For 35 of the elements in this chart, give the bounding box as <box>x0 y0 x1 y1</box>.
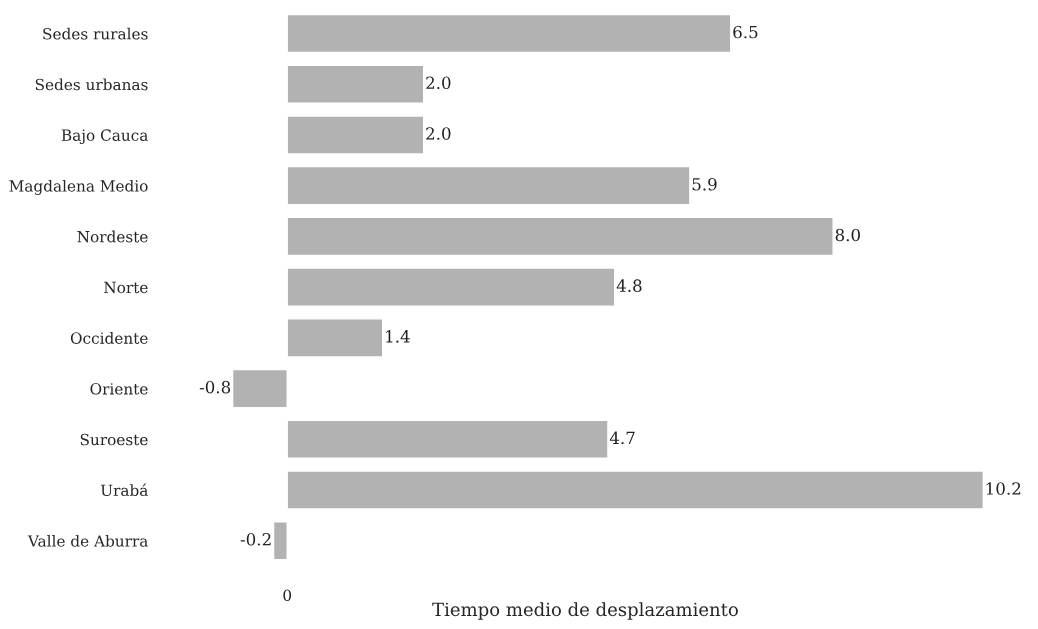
data-label: -0.2 <box>240 532 271 546</box>
y-tick-label: Sedes urbanas <box>35 78 148 91</box>
data-label: 6.5 <box>733 25 758 39</box>
bar <box>286 318 384 358</box>
y-tick-label: Magdalena Medio <box>9 179 148 195</box>
y-tick-label: Occidente <box>70 332 148 344</box>
data-label: -0.8 <box>199 380 231 394</box>
y-tick-label: Nordeste <box>77 230 148 243</box>
y-tick-label: Bajo Cauca <box>61 129 148 145</box>
y-tick-label: Oriente <box>90 383 148 395</box>
bar <box>286 165 691 206</box>
bar <box>286 267 616 307</box>
data-label: 2.0 <box>426 127 451 140</box>
data-label: 8.0 <box>835 228 860 242</box>
data-label: 4.7 <box>609 431 635 445</box>
data-label: 2.0 <box>426 76 451 90</box>
data-label: 5.9 <box>692 177 717 191</box>
x-axis-title: Tiempo medio de desplazamiento <box>432 602 738 620</box>
y-tick-label: Valle de Aburra <box>27 534 148 547</box>
data-label: 10.2 <box>986 482 1021 495</box>
bar <box>286 115 425 155</box>
bar <box>272 521 288 561</box>
bar <box>286 64 425 104</box>
y-tick-label: Urabá <box>100 483 148 497</box>
bar <box>231 368 288 409</box>
y-tick-label: Norte <box>104 281 148 294</box>
bar <box>286 419 609 460</box>
bar <box>286 13 732 54</box>
y-tick-label: Suroeste <box>80 433 148 446</box>
bar <box>286 470 984 510</box>
text: 0 <box>283 589 292 602</box>
data-label: 1.4 <box>386 330 410 343</box>
data-label: 4.8 <box>616 279 642 292</box>
bar <box>286 216 834 257</box>
y-tick-label: Sedes rurales <box>43 27 148 40</box>
